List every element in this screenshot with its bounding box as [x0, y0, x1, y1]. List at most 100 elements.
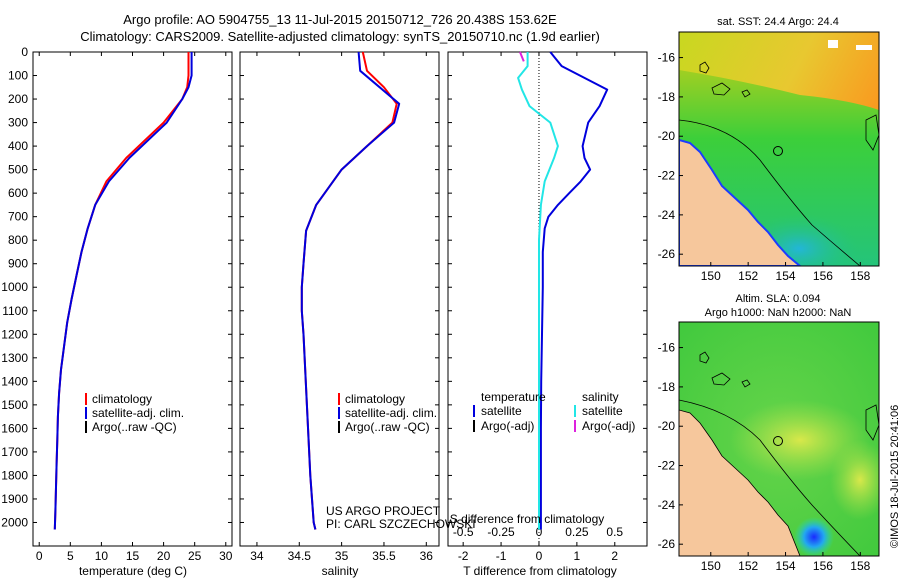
sla-map-xtick-label: 152: [738, 559, 758, 573]
difference-xtick2-label: -0.25: [487, 525, 515, 539]
legend-label-s-satellite: satellite: [582, 404, 623, 418]
depth-tick-label: 2000: [1, 515, 28, 529]
sst-map-xtick-label: 154: [776, 269, 796, 283]
sla-map-ytick-label: -16: [658, 341, 676, 355]
salinity-panel-frame: [239, 51, 440, 547]
sst-map-ytick-label: -16: [658, 51, 676, 65]
depth-tick-label: 600: [8, 186, 28, 200]
sla-map-frame: [678, 321, 880, 557]
legend-title-salinity: salinity: [582, 390, 619, 404]
depth-tick-label: 100: [8, 69, 28, 83]
depth-tick-label: 1800: [1, 468, 28, 482]
missing-data-patch: [828, 40, 838, 48]
difference-legend: temperature satellite Argo(-adj) salinit…: [473, 390, 635, 433]
depth-tick-label: 0: [21, 45, 28, 59]
salinity-xtick-label: 34.5: [288, 549, 312, 563]
sla-map-xtick-label: 158: [850, 559, 870, 573]
figure-title-line2: Climatology: CARS2009. Satellite-adjuste…: [80, 29, 600, 44]
temperature-xlabel: temperature (deg C): [79, 564, 187, 578]
depth-tick-label: 200: [8, 92, 28, 106]
temperature-series-climatology: [53, 52, 190, 530]
sla-map-ytick-label: -26: [658, 537, 676, 551]
depth-tick-label: 700: [8, 210, 28, 224]
legend-label-satellite: satellite-adj. clim.: [92, 406, 184, 420]
legend-label-argo: Argo(..raw -QC): [92, 420, 177, 434]
salinity-xlabel: salinity: [322, 564, 359, 578]
temperature-xtick-label: 20: [157, 549, 171, 563]
depth-tick-label: 300: [8, 116, 28, 130]
missing-data-patch: [856, 45, 872, 50]
legend-label-climatology: climatology: [345, 392, 405, 406]
sla-map: [679, 322, 879, 556]
sst-map-ytick-label: -22: [658, 169, 676, 183]
difference-xtick-label: 0: [536, 549, 543, 563]
project-annotation: US ARGO PROJECT: [326, 504, 441, 518]
salinity-xtick-label: 34: [250, 549, 264, 563]
sst-map-xtick-label: 158: [850, 269, 870, 283]
sla-map-ytick-label: -24: [658, 498, 676, 512]
difference-xtick-label: 1: [574, 549, 581, 563]
salinity-series-climatology: [300, 51, 398, 530]
difference-xtick-label: -1: [496, 549, 507, 563]
difference-series-temperature-satellite: [539, 51, 609, 530]
depth-tick-label: 1500: [1, 398, 28, 412]
depth-tick-label: 800: [8, 233, 28, 247]
temperature-xtick-label: 5: [67, 549, 74, 563]
difference-xlabel2: S difference from climatology: [450, 512, 605, 526]
coastline-land: [679, 138, 802, 266]
difference-chart: -2 -1 0 1 2 -0.5 -0.25 0 0.25 0.5: [448, 51, 647, 563]
temperature-xtick-label: 10: [95, 549, 109, 563]
reef-outlines: [699, 351, 879, 441]
pi-annotation: PI: CARL SZCZECHOWSKI: [326, 517, 476, 531]
sla-map-ytick-label: -18: [658, 380, 676, 394]
sst-map-ytick-label: -24: [658, 208, 676, 222]
salinity-chart: 34 34.5 35 35.5 36: [240, 51, 439, 563]
sla-map-xtick-label: 156: [813, 559, 833, 573]
temperature-xtick-label: 30: [219, 549, 233, 563]
temperature-xtick-label: 25: [188, 549, 202, 563]
temperature-panel-frame: [32, 51, 233, 547]
temperature-series-satellite-adj-clim-: [53, 52, 193, 530]
depth-tick-label: 1400: [1, 374, 28, 388]
salinity-legend: climatology satellite-adj. clim. Argo(..…: [338, 392, 437, 434]
salinity-xtick-label: 35.5: [372, 549, 396, 563]
argo-float-marker: [773, 436, 783, 446]
sla-map-ytick-label: -22: [658, 459, 676, 473]
depth-tick-label: 1300: [1, 351, 28, 365]
sst-map-ytick-label: -20: [658, 129, 676, 143]
sst-map-title: sat. SST: 24.4 Argo: 24.4: [717, 16, 839, 28]
temperature-chart: 0 5 10 15 20 25 300100200300400500600700800900…: [1, 45, 232, 563]
depth-tick-label: 1900: [1, 492, 28, 506]
difference-xtick2-label: 0.25: [565, 525, 589, 539]
difference-xtick2-label: 0.5: [606, 525, 623, 539]
legend-label-t-argo: Argo(-adj): [481, 419, 534, 433]
difference-series-salinity-satellite: [517, 52, 559, 530]
depth-tick-label: 500: [8, 163, 28, 177]
sla-eddy: [794, 517, 834, 556]
difference-panel-frame: [447, 51, 648, 547]
sla-map-ytick-label: -20: [658, 419, 676, 433]
legend-label-climatology: climatology: [92, 392, 152, 406]
bathymetry-contour: [679, 119, 861, 266]
difference-series-salinity-argo-adj-: [519, 51, 525, 62]
difference-xtick2-label: -0.5: [453, 525, 474, 539]
depth-tick-label: 1700: [1, 445, 28, 459]
sst-map-frame: [678, 31, 880, 267]
depth-tick-label: 1000: [1, 280, 28, 294]
sst-map-axes: 150 152 154 156 158 -16 -18 -20 -22 -24 -26: [658, 51, 871, 283]
salinity-series-satellite-adj-clim-: [300, 51, 401, 530]
legend-label-satellite: satellite-adj. clim.: [345, 406, 437, 420]
sla-map-xtick-label: 154: [776, 559, 796, 573]
sst-map-xtick-label: 152: [738, 269, 758, 283]
sla-map-xtick-label: 150: [701, 559, 721, 573]
temperature-xtick-label: 0: [36, 549, 43, 563]
sla-map-axes: 150 152 154 156 158 -16 -18 -20 -22 -24 -26: [658, 341, 871, 573]
argo-float-marker: [773, 146, 783, 156]
difference-xtick-label: 2: [611, 549, 618, 563]
depth-tick-label: 1600: [1, 421, 28, 435]
sst-map-xtick-label: 150: [701, 269, 721, 283]
sst-map-xtick-label: 156: [813, 269, 833, 283]
salinity-xtick-label: 35: [335, 549, 349, 563]
depth-tick-label: 400: [8, 139, 28, 153]
